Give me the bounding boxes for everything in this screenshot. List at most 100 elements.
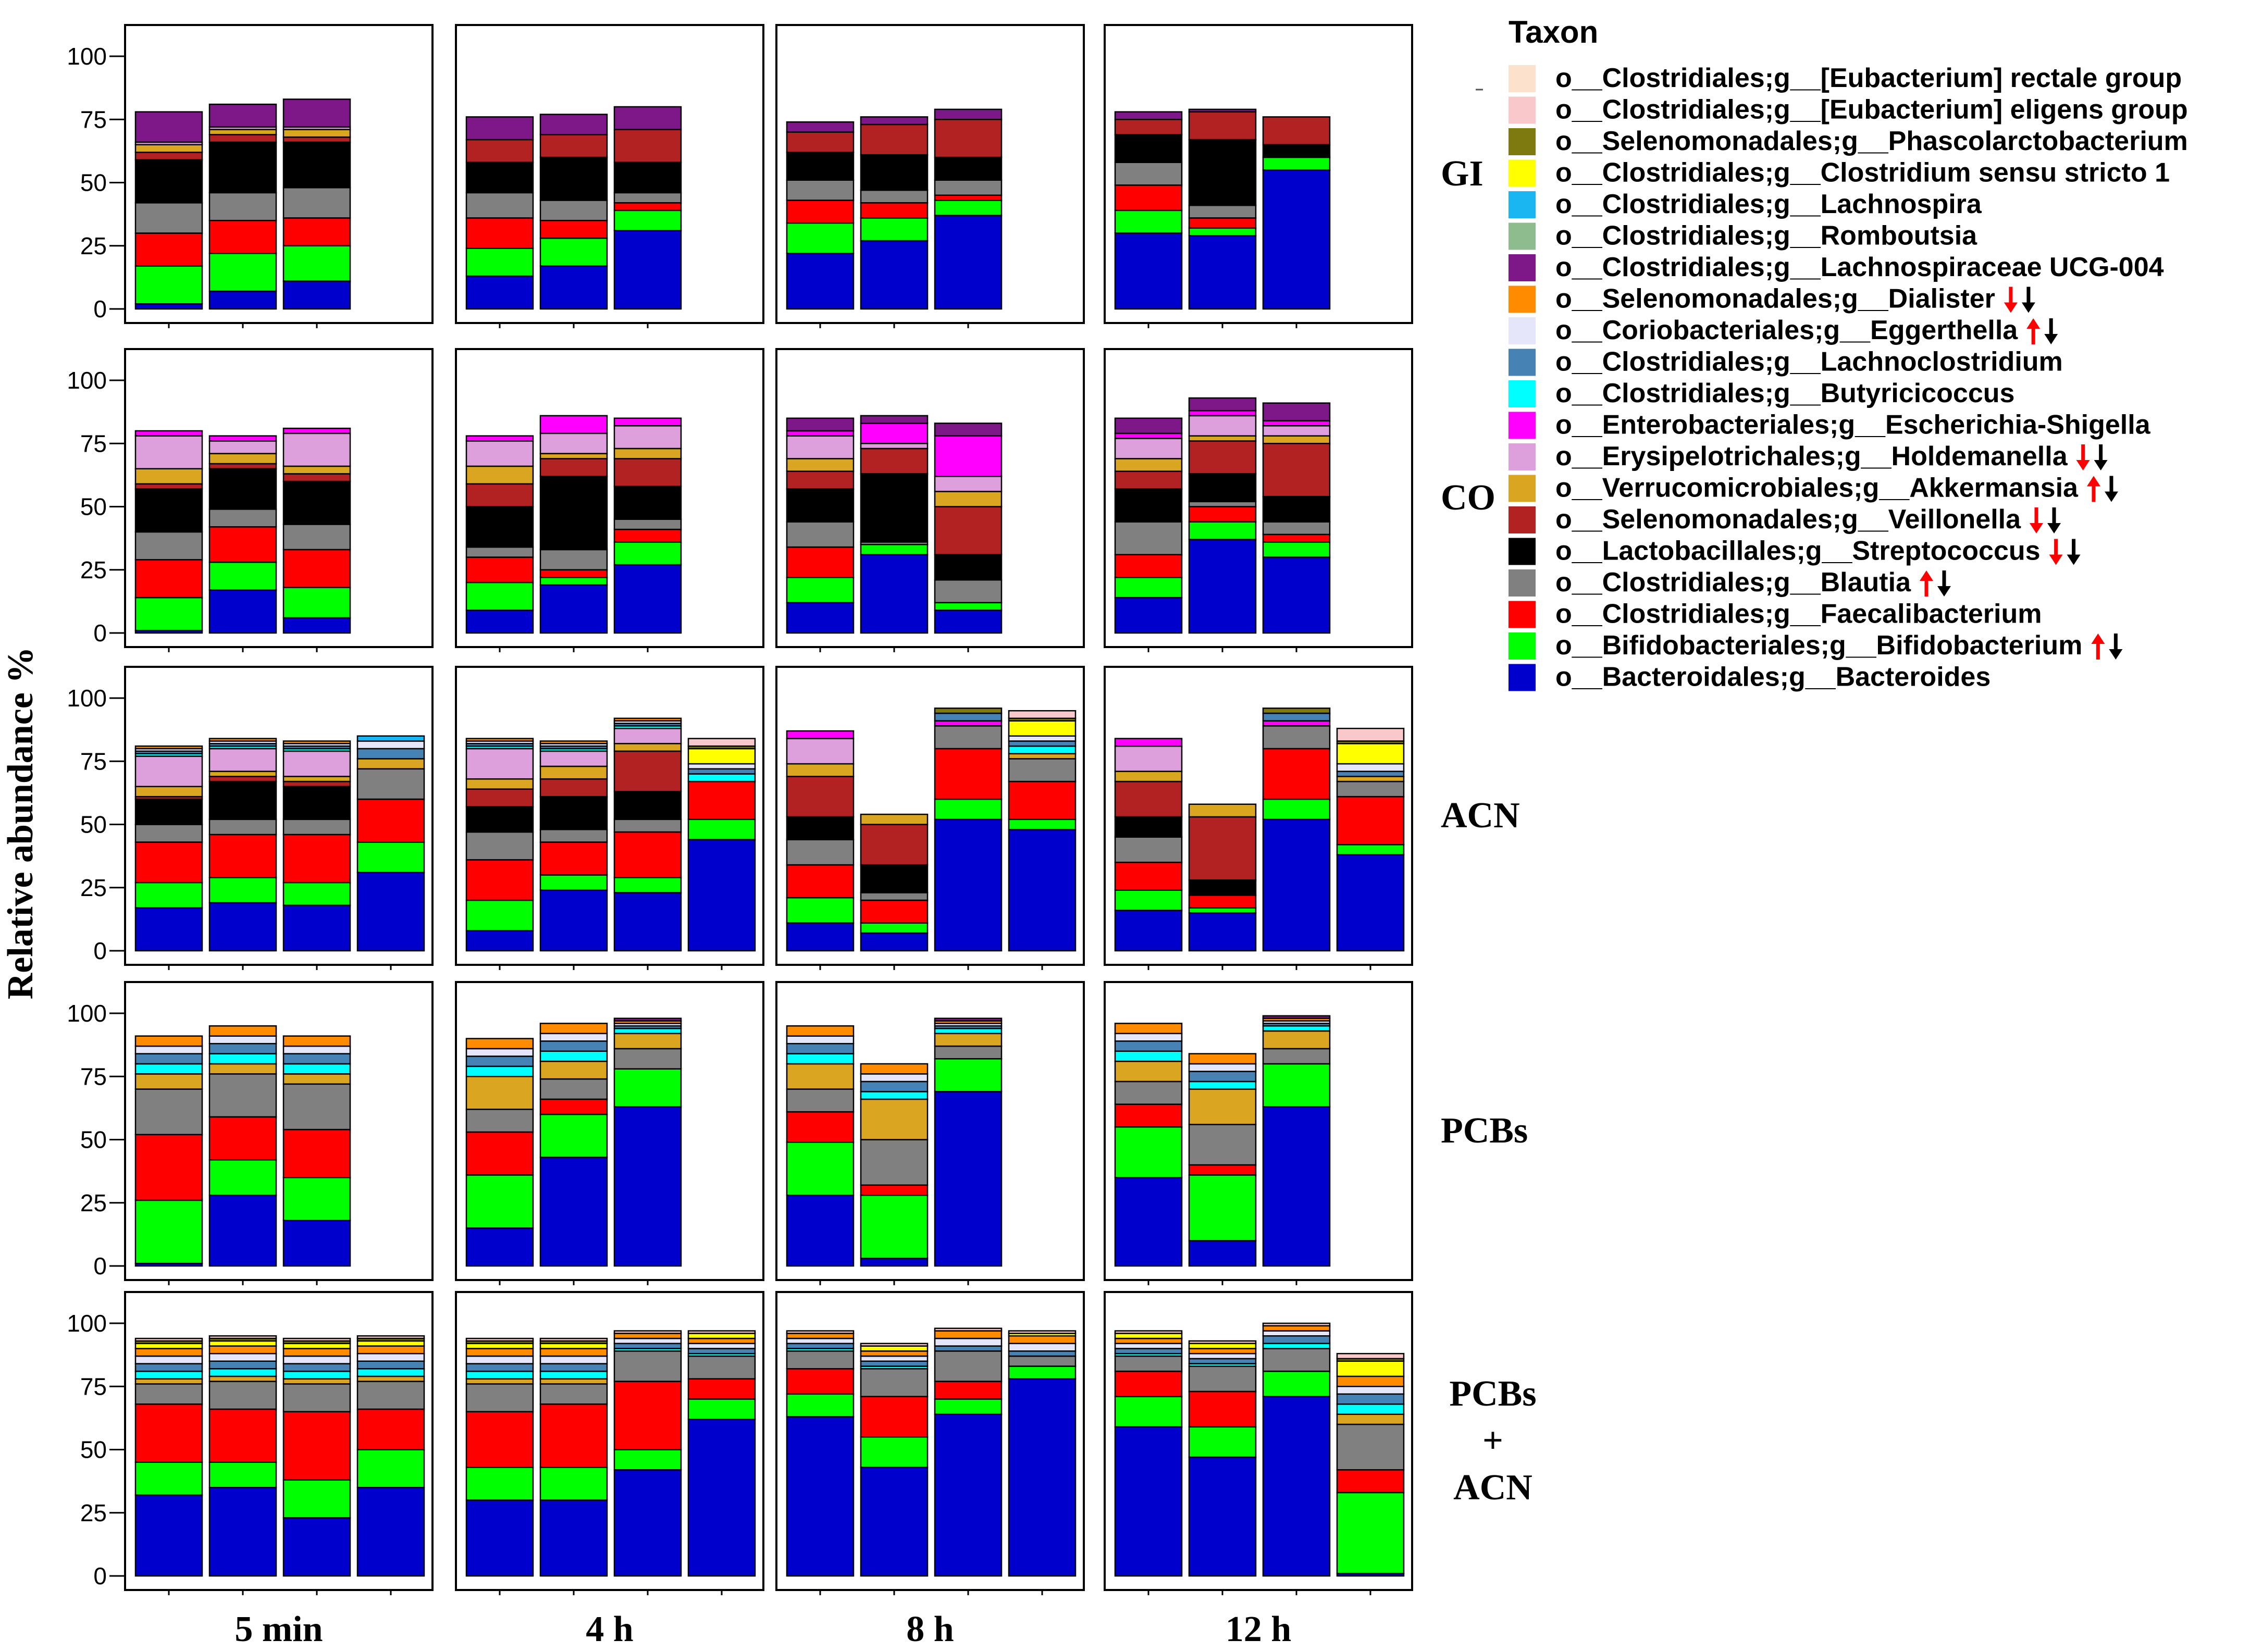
bar-segment xyxy=(860,217,929,242)
legend-label: o__Clostridiales;g__Lachnospira xyxy=(1555,189,1982,219)
bar-segment xyxy=(134,1378,203,1385)
bar-segment xyxy=(613,717,682,722)
bar-segment xyxy=(356,1335,425,1339)
bar xyxy=(613,1330,682,1577)
bar-segment xyxy=(860,1345,929,1352)
bar-segment xyxy=(860,1258,929,1267)
bar-segment xyxy=(613,1106,682,1267)
bar-segment xyxy=(1008,735,1077,742)
bar-segment xyxy=(134,1073,203,1090)
y-axis-title-group: Relative abundance % xyxy=(1,647,41,1000)
bar-segment xyxy=(1114,910,1183,952)
bar xyxy=(134,111,203,310)
bar-segment xyxy=(786,1053,855,1065)
bar-segment xyxy=(786,470,855,490)
bar-segment xyxy=(356,798,425,843)
bar-segment xyxy=(539,1337,608,1342)
bar xyxy=(465,738,534,952)
bar-segment xyxy=(786,521,855,548)
bar-segment xyxy=(1336,1492,1405,1574)
bar-segment xyxy=(1114,862,1183,891)
bar-segment xyxy=(934,1045,1003,1060)
bar-segment xyxy=(1336,1403,1405,1415)
bar-segment xyxy=(356,1352,425,1362)
bar-segment xyxy=(282,1378,351,1385)
bar-segment xyxy=(1188,1343,1257,1349)
bar-segment xyxy=(613,727,682,744)
bar-segment xyxy=(1188,415,1257,437)
bar-segment xyxy=(465,275,534,310)
bar-segment xyxy=(934,712,1003,722)
bar-segment xyxy=(1336,844,1405,855)
y-tick-label: 0 xyxy=(93,937,107,964)
bar-segment xyxy=(282,617,351,634)
bar-segment xyxy=(860,1194,929,1259)
y-axis-title: Relative abundance % xyxy=(1,647,41,1000)
bar-segment xyxy=(282,1479,351,1519)
bar-segment xyxy=(934,1058,1003,1092)
legend-item: o__Selenomonadales;g__Veillonella xyxy=(1509,504,2061,535)
bar-segment xyxy=(208,1381,277,1410)
legend-label: o__Clostridiales;g__Butyricicoccus xyxy=(1555,378,2014,408)
bar-segment xyxy=(860,154,929,191)
row-label: CO xyxy=(1441,478,1495,518)
bar-segment xyxy=(134,907,203,952)
bar-segment xyxy=(860,116,929,126)
bar-segment xyxy=(1188,1053,1257,1065)
legend-item: o__Clostridiales;g__Lachnoclostridium xyxy=(1509,347,2063,377)
bar-segment xyxy=(1114,438,1183,459)
panel xyxy=(455,24,764,328)
bar-segment xyxy=(860,202,929,219)
y-tick-label: 0 xyxy=(93,1252,107,1280)
bar-segment xyxy=(539,874,608,891)
bar-segment xyxy=(1262,1396,1331,1577)
bar-segment xyxy=(613,831,682,878)
arrow-down-icon-head xyxy=(2049,554,2063,565)
bar-segment xyxy=(1114,432,1183,439)
bar-segment xyxy=(1188,139,1257,206)
bar xyxy=(356,1335,425,1577)
bar xyxy=(860,1063,929,1267)
bar-segment xyxy=(687,818,756,840)
bar-segment xyxy=(539,220,608,239)
bar-segment xyxy=(282,780,351,788)
bar xyxy=(134,1035,203,1267)
bar-segment xyxy=(356,758,425,770)
bar-segment xyxy=(613,106,682,130)
bar-segment xyxy=(613,743,682,752)
bar-segment xyxy=(134,1199,203,1264)
bar-segment xyxy=(1188,1124,1257,1166)
bar-segment xyxy=(1336,743,1405,765)
bar-segment xyxy=(465,1411,534,1468)
bar-segment xyxy=(1114,1040,1183,1052)
legend-swatch xyxy=(1509,254,1536,281)
panel xyxy=(1104,666,1413,970)
arrow-down-icon-head xyxy=(2076,460,2090,470)
bar-segment xyxy=(687,780,756,821)
bar-segment xyxy=(934,579,1003,604)
legend-item: o__Bacteroidales;g__Bacteroides xyxy=(1509,662,1991,692)
y-tick-label: 75 xyxy=(80,748,107,775)
bar-segment xyxy=(860,415,929,424)
bar-segment xyxy=(786,458,855,472)
bar-segment xyxy=(539,415,608,434)
bar-segment xyxy=(1114,162,1183,186)
bar xyxy=(539,1023,608,1267)
bar-segment xyxy=(1188,1063,1257,1072)
bar-segment xyxy=(1262,402,1331,421)
bar xyxy=(1008,710,1077,952)
legend-item: o__Enterobacteriales;g__Escherichia-Shig… xyxy=(1509,410,2151,440)
bar-segment xyxy=(1114,1343,1183,1349)
bar xyxy=(1114,1330,1183,1577)
bar-segment xyxy=(860,1091,929,1100)
bar-segment xyxy=(934,748,1003,800)
bar-segment xyxy=(613,791,682,821)
column-label: 4 h xyxy=(586,1609,633,1649)
legend-item: o__Clostridiales;g__[Eubacterium] rectal… xyxy=(1509,63,2182,93)
bar-segment xyxy=(539,1403,608,1468)
bar-segment xyxy=(539,134,608,158)
bar-segment xyxy=(1188,235,1257,310)
bar-segment xyxy=(134,435,203,470)
bar-segment xyxy=(1188,907,1257,914)
bar-segment xyxy=(208,877,277,904)
